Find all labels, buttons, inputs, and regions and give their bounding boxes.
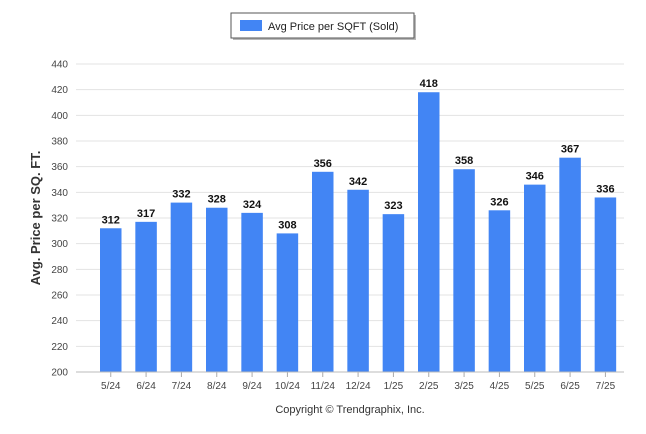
y-tick-label: 340: [51, 188, 68, 199]
x-tick-label: 4/25: [490, 381, 510, 392]
data-label: 358: [455, 155, 473, 167]
bar[interactable]: [135, 221, 157, 372]
legend-label: Avg Price per SQFT (Sold): [268, 21, 398, 33]
y-tick-label: 440: [51, 60, 68, 71]
data-label: 326: [490, 196, 508, 208]
y-tick-label: 200: [51, 368, 68, 379]
data-label: 312: [102, 214, 120, 226]
legend-swatch: [240, 20, 262, 31]
x-tick-label: 7/24: [172, 381, 192, 392]
copyright-text: Copyright © Trendgraphix, Inc.: [275, 404, 424, 416]
data-label: 346: [526, 171, 544, 183]
data-label: 342: [349, 176, 367, 188]
x-tick-label: 8/24: [207, 381, 227, 392]
data-label: 328: [208, 194, 226, 206]
bar[interactable]: [170, 202, 193, 372]
x-tick-label: 5/25: [525, 381, 545, 392]
data-label: 308: [278, 219, 296, 231]
data-label: 323: [384, 200, 402, 212]
data-label: 324: [243, 199, 262, 211]
y-tick-label: 280: [51, 265, 68, 276]
bar[interactable]: [524, 184, 546, 372]
x-axis-ticks: 5/24 6/24 7/24 8/24 9/24 10/24 11/24 12/24 1/25 2…: [101, 372, 616, 392]
y-tick-label: 320: [51, 214, 68, 225]
data-label: 317: [137, 208, 155, 220]
data-label: 336: [596, 183, 614, 195]
bar[interactable]: [382, 214, 405, 372]
y-tick-label: 360: [51, 162, 68, 173]
x-tick-label: 3/25: [454, 381, 474, 392]
data-labels: 312 317 332 328 324 308 356 342 323 418 358 326 346 3…: [102, 78, 615, 231]
bars: [100, 92, 617, 372]
x-tick-label: 1/25: [384, 381, 404, 392]
y-tick-label: 240: [51, 316, 68, 327]
data-label: 332: [172, 189, 190, 201]
legend[interactable]: Avg Price per SQFT (Sold): [230, 12, 416, 40]
y-tick-label: 220: [51, 342, 68, 353]
y-tick-label: 260: [51, 291, 68, 302]
y-axis-label: Avg. Price per SQ. FT.: [28, 151, 43, 286]
x-tick-label: 12/24: [346, 381, 371, 392]
bar[interactable]: [418, 92, 440, 372]
bar[interactable]: [347, 189, 369, 372]
x-tick-label: 2/25: [419, 381, 439, 392]
bar[interactable]: [488, 210, 511, 372]
x-tick-label: 7/25: [596, 381, 616, 392]
y-tick-label: 380: [51, 137, 68, 148]
x-tick-label: 6/24: [136, 381, 156, 392]
bar[interactable]: [100, 228, 122, 372]
x-tick-label: 5/24: [101, 381, 121, 392]
data-label: 356: [314, 158, 332, 170]
data-label: 418: [420, 78, 438, 90]
bar[interactable]: [276, 233, 299, 372]
x-tick-label: 6/25: [560, 381, 580, 392]
data-label: 367: [561, 144, 579, 156]
bar[interactable]: [594, 197, 617, 372]
bar[interactable]: [559, 157, 581, 372]
bar[interactable]: [206, 207, 228, 372]
x-tick-label: 9/24: [242, 381, 262, 392]
y-axis-ticks: 200 220 240 260 280 300 320 340 360 380 400 420 440: [51, 60, 68, 379]
y-tick-label: 400: [51, 111, 68, 122]
bar[interactable]: [241, 212, 263, 372]
y-tick-label: 420: [51, 85, 68, 96]
x-tick-label: 10/24: [275, 381, 300, 392]
y-tick-label: 300: [51, 239, 68, 250]
x-tick-label: 11/24: [311, 381, 336, 392]
bar[interactable]: [312, 171, 334, 372]
bar[interactable]: [453, 169, 475, 372]
